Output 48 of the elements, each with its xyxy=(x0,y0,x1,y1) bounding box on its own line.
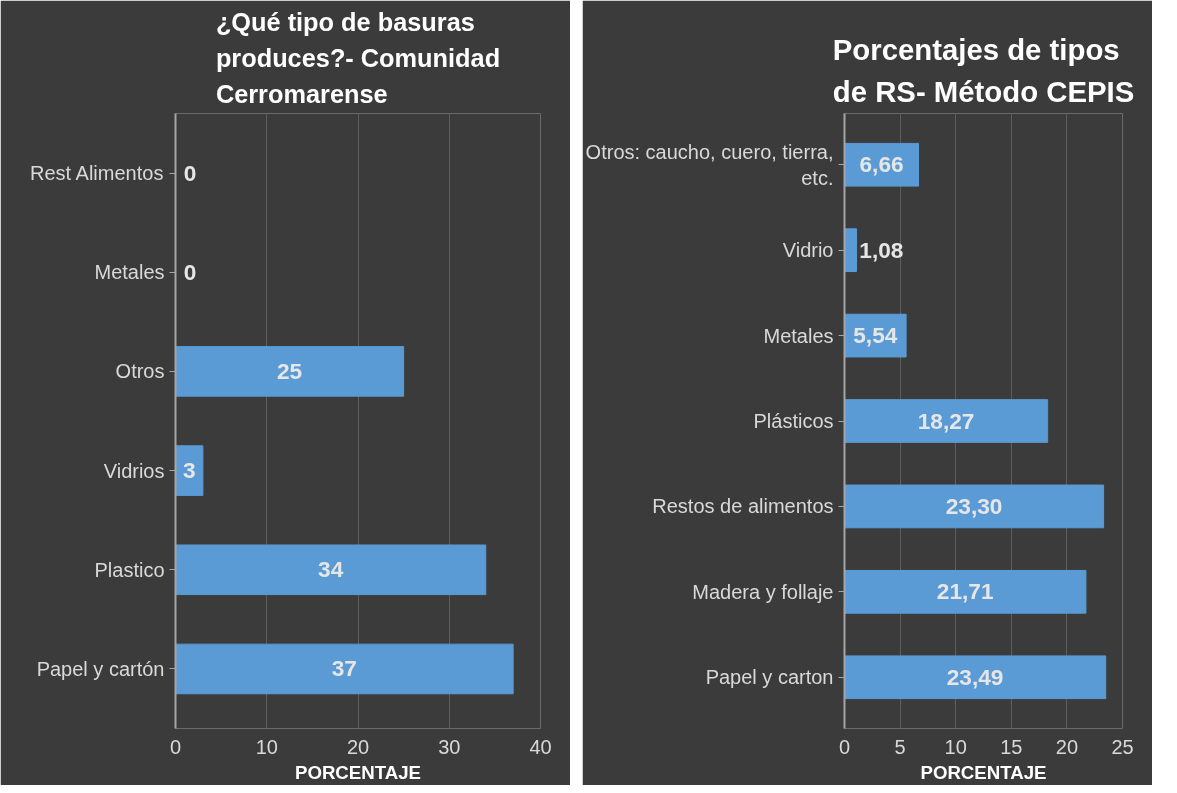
x-tick-label: 10 xyxy=(255,735,278,758)
y-tick-label: Papel y carton xyxy=(705,666,834,689)
data-label: 18,27 xyxy=(917,407,975,434)
x-axis-title: PORCENTAJE xyxy=(920,761,1047,783)
data-label: 3 xyxy=(182,457,196,484)
y-tick-label: Papel y cartón xyxy=(36,657,165,680)
x-tick-label: 5 xyxy=(894,735,906,758)
data-label: 1,08 xyxy=(859,236,904,263)
data-label: 37 xyxy=(331,655,357,682)
data-label: 6,66 xyxy=(859,151,904,178)
chart-title: ¿Qué tipo de basuras produces?- Comunidad Cerromarense xyxy=(215,7,501,109)
bar xyxy=(175,643,514,695)
data-label: 25 xyxy=(276,357,303,384)
y-tick-label: Rest Alimentos xyxy=(30,162,164,185)
x-tick-label: 20 xyxy=(1055,735,1079,758)
x-tick-label: 10 xyxy=(944,735,967,758)
x-tick-label: 15 xyxy=(1000,735,1023,758)
bar xyxy=(844,399,1049,443)
bar xyxy=(175,346,405,397)
data-label: 23,30 xyxy=(945,492,1003,519)
x-tick-label: 0 xyxy=(838,735,851,758)
chart-title: Porcentajes de tipos de RS- Método CEPIS xyxy=(832,32,1135,109)
data-label: 34 xyxy=(318,556,344,583)
bar xyxy=(844,484,1105,529)
data-label: 23,49 xyxy=(946,663,1004,690)
y-tick-label: Metales xyxy=(94,261,165,284)
y-tick-label: Plastico xyxy=(94,558,165,581)
data-label: 0 xyxy=(183,258,197,285)
x-tick-label: 30 xyxy=(438,735,461,758)
data-label: 21,71 xyxy=(936,578,994,605)
y-tick-label: Otros: caucho, cuero, tierra, etc. xyxy=(585,140,834,189)
bar xyxy=(175,544,487,596)
y-tick-label: Metales xyxy=(763,324,834,347)
y-tick-label: Vidrios xyxy=(103,459,165,482)
y-tick-label: Madera y follaje xyxy=(692,580,834,603)
y-tick-label: Restos de alimentos xyxy=(652,495,834,518)
y-tick-label: Vidrio xyxy=(782,239,834,262)
y-tick-label: Plásticos xyxy=(753,410,834,432)
y-tick-label: Otros xyxy=(115,360,165,383)
x-tick-label: 20 xyxy=(346,735,370,758)
data-label: 5,54 xyxy=(853,322,898,349)
x-axis-title: PORCENTAJE xyxy=(294,761,422,783)
x-tick-label: 0 xyxy=(169,735,182,758)
bar xyxy=(844,655,1107,700)
data-label: 0 xyxy=(183,159,197,186)
bar xyxy=(844,569,1087,614)
x-tick-label: 25 xyxy=(1111,735,1134,758)
x-tick-label: 40 xyxy=(529,735,552,758)
